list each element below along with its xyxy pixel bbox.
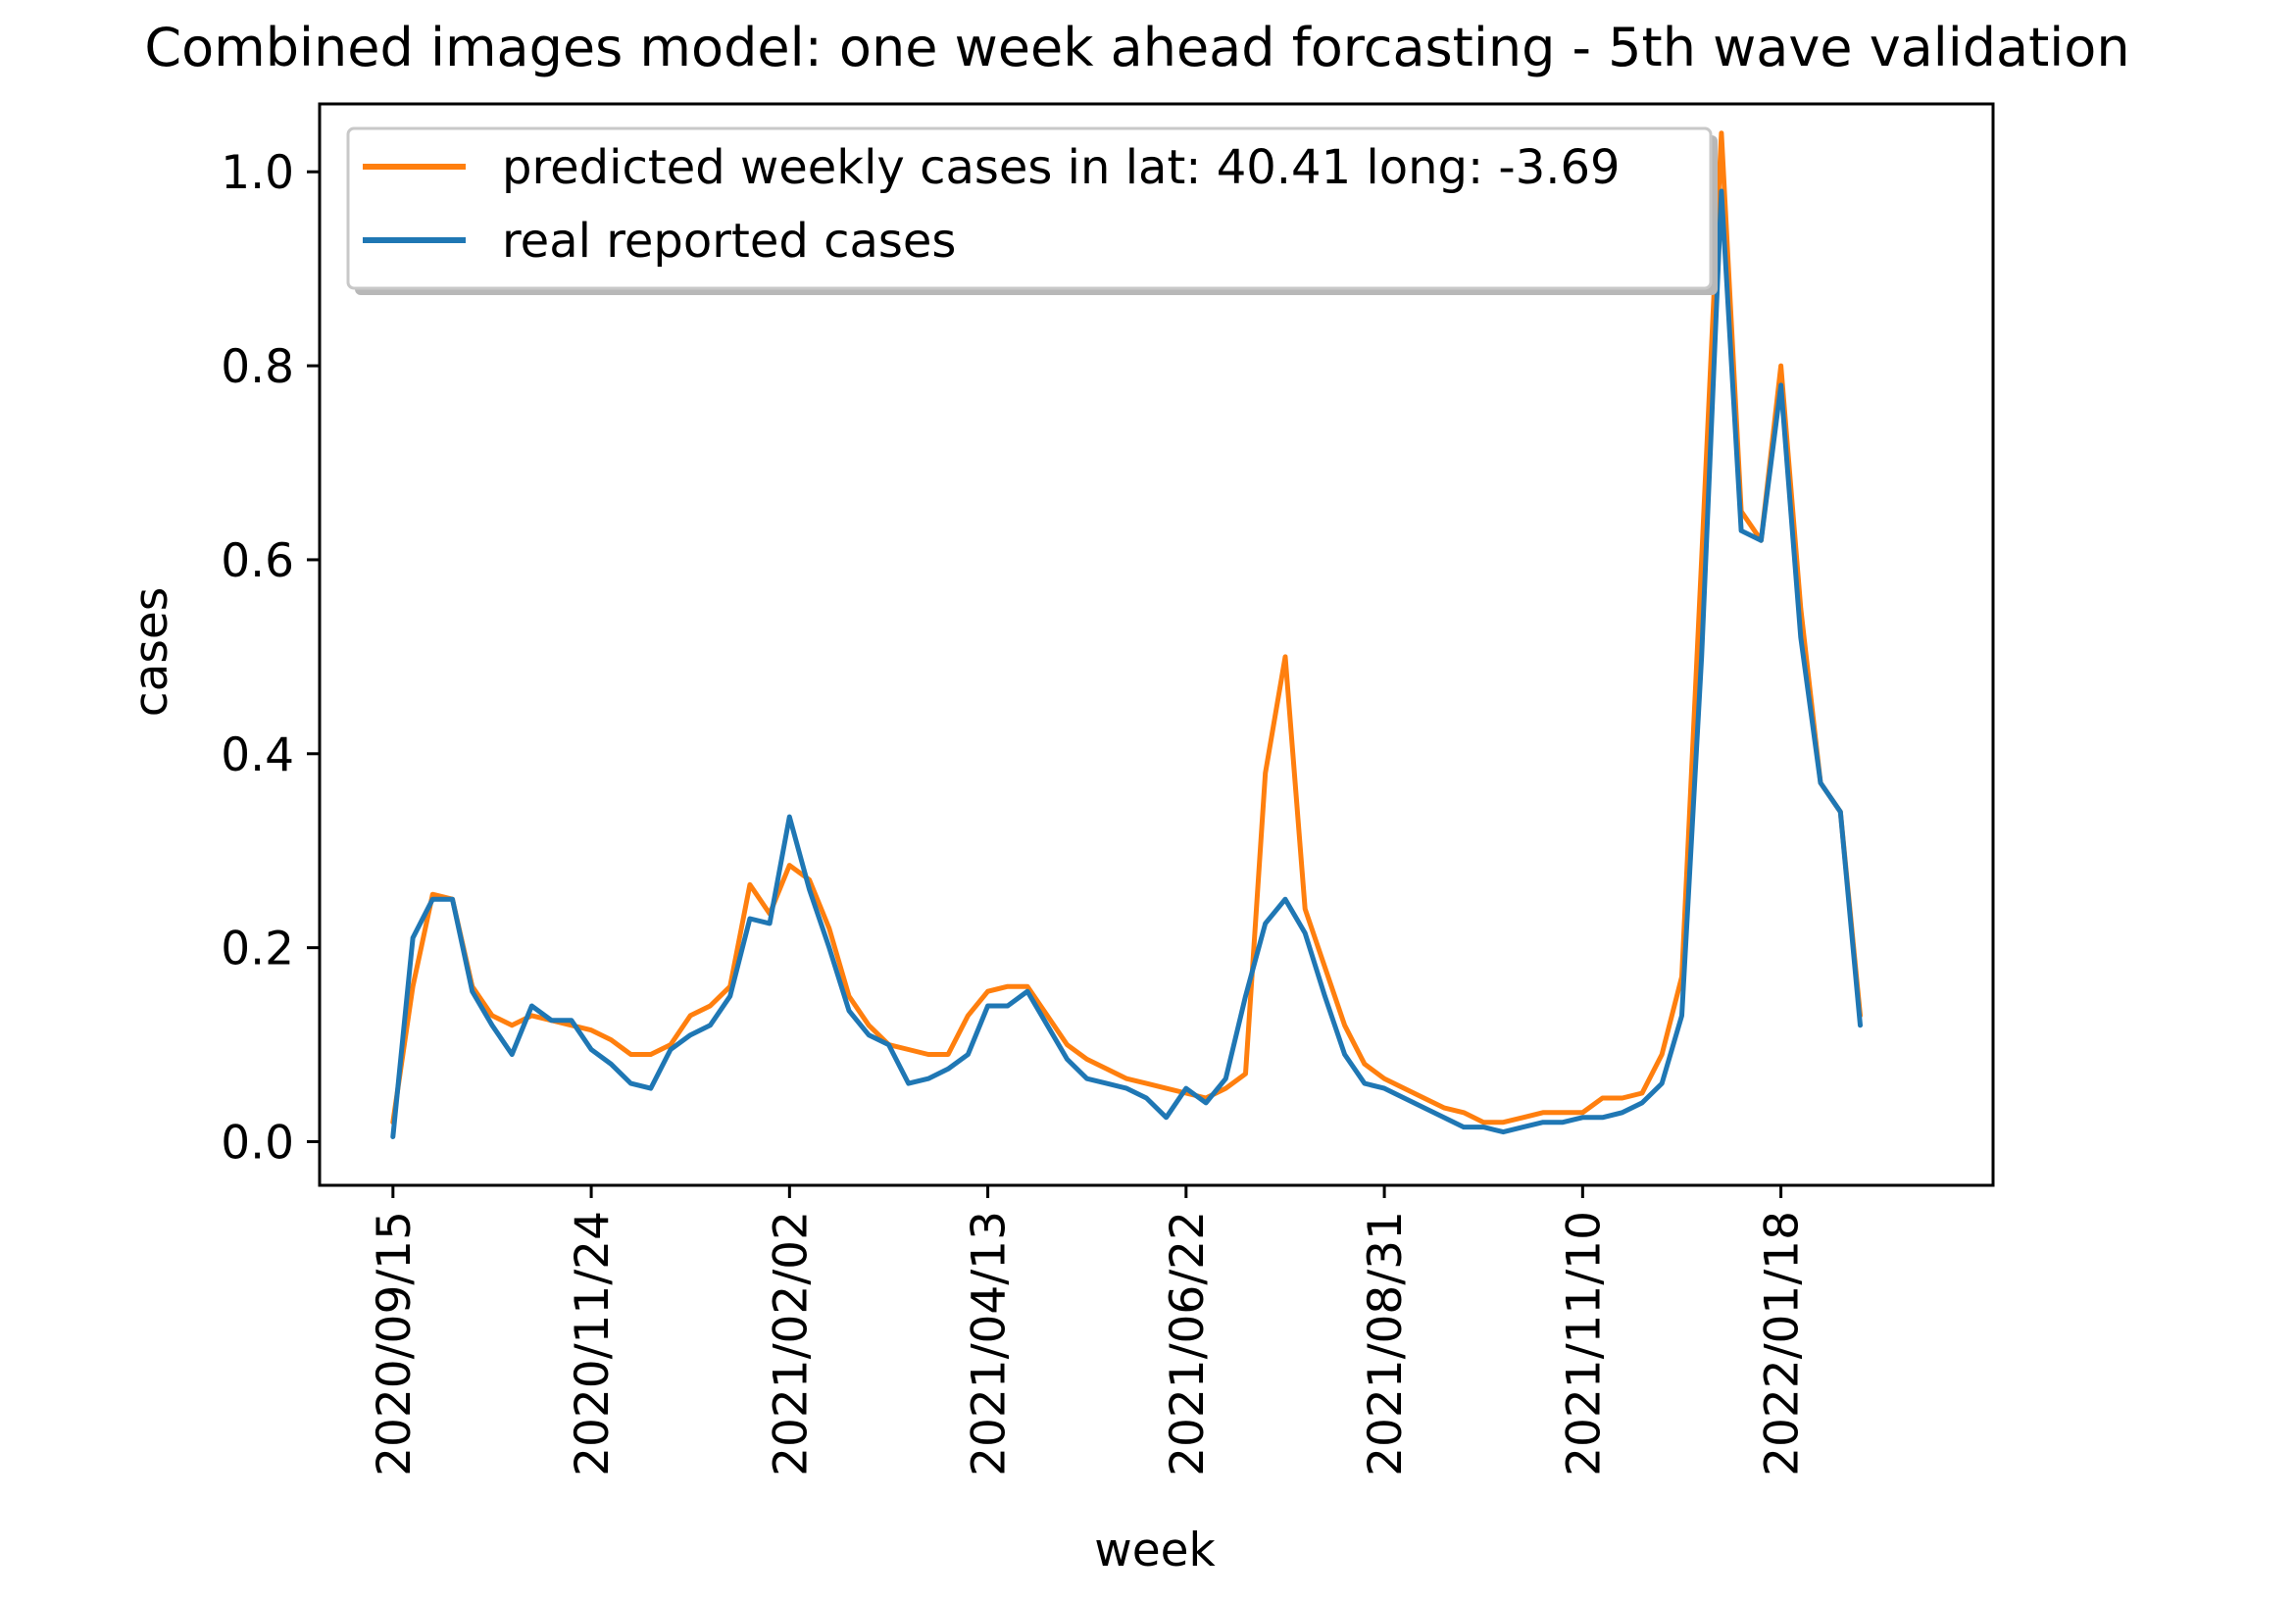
x-tick-label: 2022/01/18 — [1756, 1211, 1810, 1476]
legend-label-predicted: predicted weekly cases in lat: 40.41 lon… — [502, 140, 1621, 195]
series-group — [390, 130, 1863, 1139]
legend-box — [346, 126, 1713, 290]
y-axis: 0.0 0.2 0.4 0.6 0.8 1.0 — [221, 146, 320, 1170]
y-tick-label: 0.2 — [221, 923, 294, 976]
y-tick-label: 0.8 — [221, 340, 294, 394]
series-line-predicted — [390, 130, 1863, 1126]
x-tick-label: 2021/11/10 — [1557, 1211, 1611, 1476]
x-tick-label: 2020/09/15 — [368, 1211, 422, 1476]
y-tick-label: 1.0 — [221, 146, 294, 200]
x-axis: 2020/09/15 2020/11/24 2021/02/02 2021/04/13… — [368, 1185, 1810, 1476]
x-tick-label: 2021/06/22 — [1161, 1211, 1215, 1476]
legend: predicted weekly cases in lat: 40.41 lon… — [346, 126, 1718, 295]
chart-title: Combined images model: one week ahead fo… — [144, 17, 2129, 78]
legend-label-real: real reported cases — [502, 214, 956, 269]
plot-frame — [318, 102, 1995, 1187]
x-tick-label: 2021/08/31 — [1359, 1211, 1413, 1476]
y-axis-label: cases — [125, 587, 178, 718]
x-tick-label: 2021/04/13 — [963, 1211, 1017, 1476]
y-tick-label: 0.4 — [221, 728, 294, 782]
x-tick-label: 2020/11/24 — [566, 1211, 620, 1476]
series-line-real — [390, 188, 1863, 1139]
x-axis-label: week — [1094, 1524, 1216, 1577]
x-tick-label: 2021/02/02 — [764, 1211, 818, 1476]
y-tick-label: 0.6 — [221, 534, 294, 588]
y-tick-label: 0.0 — [221, 1116, 294, 1170]
